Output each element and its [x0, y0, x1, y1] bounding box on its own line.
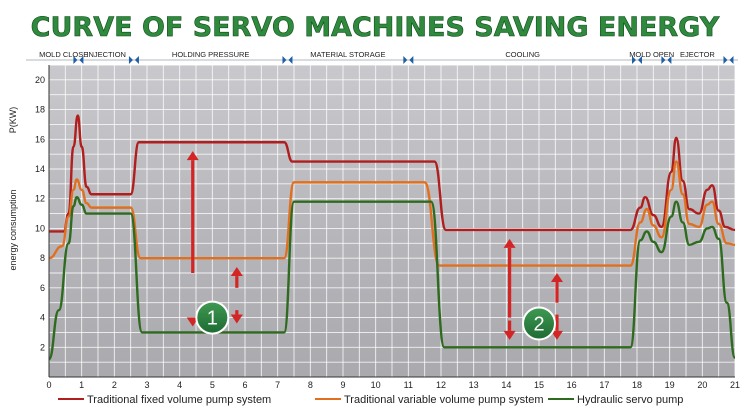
legend-entry: Hydraulic servo pump	[577, 394, 683, 406]
x-tick-label: 3	[144, 380, 149, 390]
x-tick-label: 11	[404, 380, 413, 390]
x-tick-label: 4	[177, 380, 182, 390]
saving-arrow-head	[230, 314, 243, 324]
phase-label: MATERIAL STORAGE	[310, 50, 385, 59]
phase-boundary-marker	[134, 56, 139, 64]
phase-boundary-marker	[632, 56, 636, 64]
x-tick-label: 20	[697, 380, 707, 390]
phase-boundary-marker	[723, 56, 728, 64]
phase-boundary-marker	[729, 56, 734, 64]
phase-label: MOLD OPEN	[629, 50, 674, 59]
series-lines	[47, 114, 737, 361]
saving-arrow-head	[503, 330, 516, 340]
y-tick-label: 8	[40, 253, 45, 263]
x-tick-label: 1	[79, 380, 84, 390]
phase-boundary-marker	[667, 56, 672, 64]
x-tick-label: 13	[469, 380, 479, 390]
series-line	[49, 114, 736, 233]
x-tick-label: 8	[308, 380, 313, 390]
x-tick-label: 6	[242, 380, 247, 390]
series-line	[48, 160, 736, 267]
annotation-label: 1	[207, 308, 218, 330]
saving-arrow-head	[503, 238, 516, 248]
phase-boundary-marker	[403, 56, 408, 64]
series-line	[47, 196, 737, 361]
x-tick-label: 10	[371, 380, 381, 390]
phase-boundary-marker	[661, 56, 666, 64]
x-tick-label: 15	[534, 380, 544, 390]
phase-label: EJECTOR	[680, 50, 715, 59]
x-tick-label: 9	[340, 380, 345, 390]
x-tick-label: 21	[730, 380, 740, 390]
saving-arrow-head	[550, 273, 563, 282]
x-tick-label: 12	[436, 380, 446, 390]
y-tick-label: 20	[35, 75, 45, 85]
x-tick-label: 19	[665, 380, 675, 390]
legend-entry: Traditional fixed volume pump system	[87, 394, 271, 406]
phase-boundary-marker	[128, 56, 133, 64]
phase-boundary-marker	[79, 56, 84, 64]
y-tick-label: 6	[40, 283, 45, 293]
annotation-label: 2	[533, 314, 544, 336]
phase-label: INJECTION	[86, 50, 126, 59]
phase-boundary-marker	[638, 56, 642, 64]
legend: Traditional fixed volume pump system Trad…	[58, 394, 683, 406]
y-tick-label: 4	[40, 313, 45, 323]
axes: 0 1 2 3 4 5 6 7 8 9 10 11 12 13 14 15 16 17 18 19 20 21246810…	[35, 65, 740, 390]
x-tick-label: 5	[210, 380, 215, 390]
y-axis-unit-label: P(KW)	[8, 107, 18, 134]
saving-arrows	[186, 151, 563, 340]
x-tick-label: 17	[599, 380, 609, 390]
phase-boundary-marker	[409, 56, 414, 64]
saving-arrow-head	[550, 330, 563, 340]
saving-arrow-head	[230, 267, 243, 277]
x-tick-label: 0	[46, 380, 51, 390]
x-tick-label: 2	[112, 380, 117, 390]
x-tick-label: 16	[567, 380, 577, 390]
x-tick-label: 18	[632, 380, 642, 390]
y-tick-label: 2	[40, 342, 45, 352]
phase-boundary-marker	[288, 56, 293, 64]
phase-boundary-marker	[282, 56, 287, 64]
annotation-marker	[195, 300, 230, 335]
x-tick-label: 7	[275, 380, 280, 390]
phase-boundary-marker	[73, 56, 78, 64]
chart-title: CURVE OF SERVO MACHINES SAVING ENERGY	[31, 12, 720, 43]
y-tick-label: 10	[35, 223, 45, 233]
y-axis-label: energy consumption	[8, 189, 18, 270]
phase-label: COOLING	[505, 50, 540, 59]
y-tick-label: 16	[35, 134, 45, 144]
phase-label: MOLD CLOSE	[39, 50, 88, 59]
y-tick-label: 14	[35, 164, 45, 174]
y-tick-label: 12	[35, 194, 45, 204]
saving-arrow-head	[186, 151, 199, 161]
legend-entry: Traditional variable volume pump system	[344, 394, 544, 406]
annotation-marker	[522, 306, 556, 341]
phase-label: HOLDING PRESSURE	[172, 50, 250, 59]
y-tick-label: 18	[35, 105, 45, 115]
x-tick-label: 14	[501, 380, 511, 390]
